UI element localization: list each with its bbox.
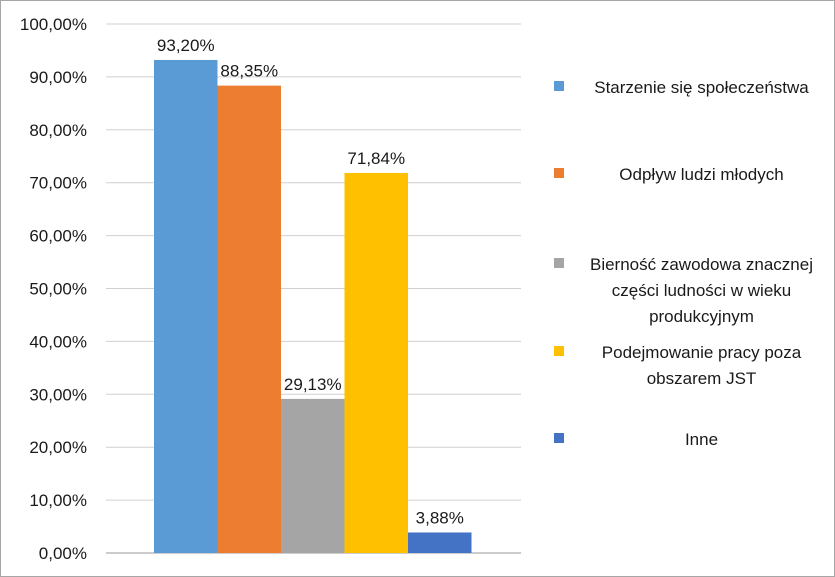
data-label: 93,20%	[157, 36, 215, 55]
y-tick-label: 50,00%	[29, 280, 87, 299]
y-tick-label: 60,00%	[29, 227, 87, 246]
bar	[281, 398, 345, 553]
data-label: 88,35%	[220, 62, 278, 81]
legend-swatch-inactivity	[554, 258, 564, 268]
data-label: 29,13%	[284, 375, 342, 394]
legend-label-work-outside: Podejmowanie pracy poza obszarem JST	[601, 343, 802, 388]
legend-swatch-youth-outflow	[554, 168, 564, 178]
y-tick-label: 40,00%	[29, 332, 87, 351]
bar-chart: 0,00% 10,00% 20,00% 30,00% 40,00% 50,00% 60,00…	[20, 15, 521, 563]
legend-item-youth-outflow: Odpływ ludzi młodych	[554, 162, 834, 188]
y-tick-label: 30,00%	[29, 385, 87, 404]
legend-label-aging: Starzenie się społeczeństwa	[594, 78, 809, 97]
y-tick-label: 20,00%	[29, 438, 87, 457]
data-label: 3,88%	[416, 508, 464, 527]
bar	[344, 172, 408, 553]
legend-item-other: Inne	[554, 427, 834, 453]
bar	[408, 532, 472, 553]
y-tick-label: 70,00%	[29, 174, 87, 193]
bar	[217, 85, 281, 553]
bar	[154, 59, 218, 554]
legend-label-other: Inne	[684, 430, 719, 449]
legend-swatch-other	[554, 433, 564, 443]
legend: Starzenie się społeczeństwa Odpływ ludzi…	[554, 1, 834, 576]
y-tick-label: 10,00%	[29, 491, 87, 510]
y-tick-label: 90,00%	[29, 68, 87, 87]
y-tick-label: 80,00%	[29, 121, 87, 140]
legend-item-inactivity: Bierność zawodowa znacznej części ludnoś…	[554, 252, 834, 330]
legend-label-inactivity: Bierność zawodowa znacznej części ludnoś…	[589, 255, 813, 326]
data-label: 71,84%	[347, 149, 405, 168]
legend-label-youth-outflow: Odpływ ludzi młodych	[619, 165, 784, 184]
legend-swatch-work-outside	[554, 346, 564, 356]
y-tick-label: 100,00%	[20, 15, 87, 34]
y-tick-label: 0,00%	[39, 544, 87, 563]
legend-swatch-aging	[554, 81, 564, 91]
legend-item-aging: Starzenie się społeczeństwa	[554, 75, 834, 101]
legend-item-work-outside: Podejmowanie pracy poza obszarem JST	[554, 340, 834, 392]
